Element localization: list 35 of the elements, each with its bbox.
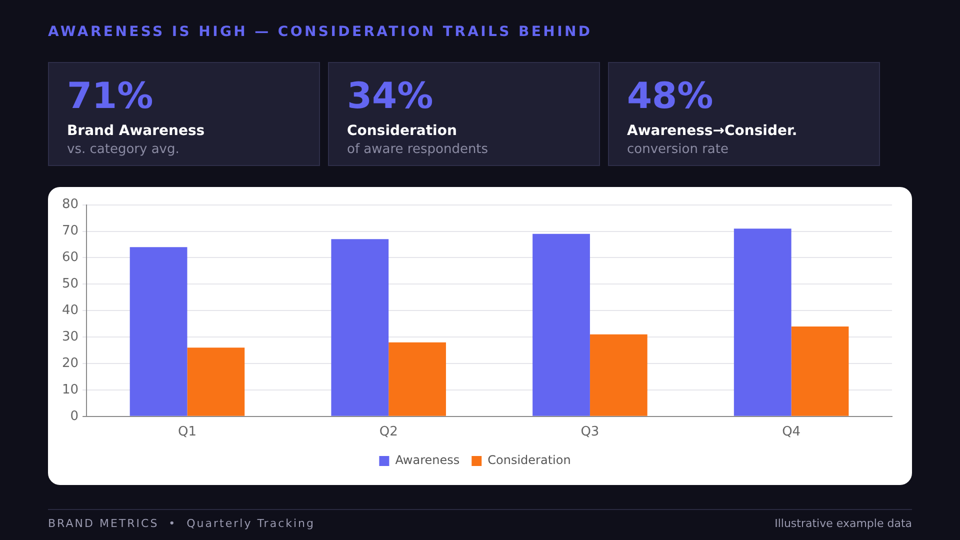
y-tick-label: 40 (62, 302, 79, 318)
text: of aware respondents (347, 142, 490, 157)
bar (331, 239, 389, 416)
text: Illustrative example data (774, 517, 912, 530)
bar (791, 326, 849, 416)
legend-label: Consideration (488, 453, 571, 468)
y-tick-label: 70 (62, 224, 79, 239)
y-tick-label: 30 (62, 329, 79, 344)
chart-title: AWARENESS IS HIGH — CONSIDERATION TRAILS BEHIND (48, 24, 592, 40)
y-tick-label: 50 (62, 276, 79, 292)
bar (590, 334, 648, 416)
bar (734, 228, 792, 416)
y-tick-label: 0 (70, 408, 79, 424)
x-tick-label: Q1 (178, 424, 196, 440)
y-tick-label: 60 (62, 250, 79, 266)
text: conversion rate (627, 142, 730, 157)
bar (532, 234, 590, 416)
bar (388, 342, 446, 416)
y-tick-label: 10 (62, 382, 79, 398)
y-tick-label: 20 (62, 356, 79, 371)
text: 48% (627, 76, 714, 117)
text: Awareness→Consider. (627, 123, 798, 139)
text: vs. category avg. (67, 142, 180, 157)
y-tick-label: 80 (62, 197, 79, 212)
text: BRAND METRICS • Quarterly Tracking (48, 517, 316, 530)
legend-label: Awareness (395, 453, 460, 468)
x-tick-label: Q2 (379, 424, 398, 440)
bar (130, 247, 188, 416)
x-tick-label: Q4 (782, 424, 801, 440)
text: 71% (67, 76, 154, 117)
bar (187, 348, 245, 416)
text: Consideration (347, 123, 458, 139)
text: 34% (347, 76, 434, 117)
text: Brand Awareness (67, 123, 206, 139)
x-tick-label: Q3 (580, 424, 600, 440)
